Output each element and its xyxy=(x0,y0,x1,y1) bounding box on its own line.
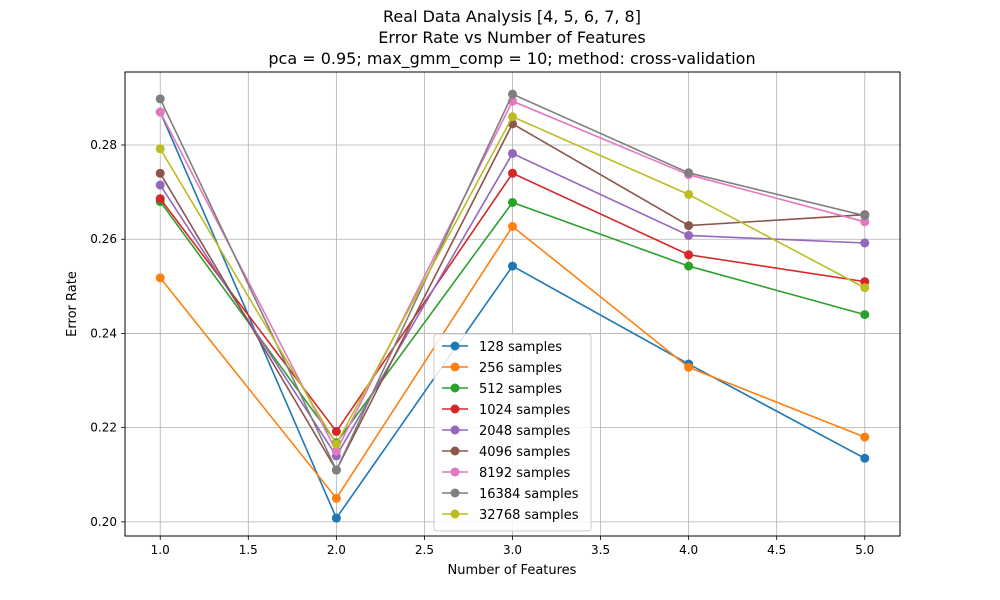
series-256-samples xyxy=(155,222,870,503)
legend-label: 4096 samples xyxy=(479,445,570,460)
chart-title-line-2: Error Rate vs Number of Features xyxy=(378,28,645,47)
legend-item: 16384 samples xyxy=(442,487,579,502)
chart-title: Real Data Analysis [4, 5, 6, 7, 8] Error… xyxy=(268,7,755,69)
plot-frame xyxy=(124,71,901,537)
legend-item: 4096 samples xyxy=(442,445,570,460)
x-tick-label: 4.5 xyxy=(767,543,786,557)
chart-title-line-1: Real Data Analysis [4, 5, 6, 7, 8] xyxy=(383,7,641,26)
legend-item: 512 samples xyxy=(442,382,562,397)
data-point xyxy=(508,148,517,158)
legend-item: 1024 samples xyxy=(442,403,570,418)
legend-label: 16384 samples xyxy=(479,487,579,502)
data-point xyxy=(155,107,165,117)
data-point xyxy=(684,189,694,199)
legend: 128 samples 256 samples 512 samples 1024 sa… xyxy=(433,333,592,532)
data-point xyxy=(860,283,870,293)
x-tick-label: 5.0 xyxy=(855,543,874,557)
legend-label: 32768 samples xyxy=(479,508,579,523)
legend-marker xyxy=(450,341,460,351)
legend-marker xyxy=(450,509,460,519)
data-point xyxy=(684,261,694,271)
x-tick-label: 3.5 xyxy=(591,543,610,557)
data-point xyxy=(155,180,165,190)
data-point xyxy=(155,94,165,104)
legend-marker xyxy=(450,446,460,456)
data-point xyxy=(684,250,694,260)
y-tick-label: 0.22 xyxy=(90,421,117,435)
x-axis-ticks: 1.0 1.5 2.0 2.5 3.0 3.5 4.0 4.5 5.0 xyxy=(151,536,874,557)
data-point xyxy=(860,453,870,463)
x-tick-label: 1.5 xyxy=(239,543,258,557)
series-2048-samples xyxy=(155,148,870,461)
data-point xyxy=(331,446,341,456)
legend-marker xyxy=(450,467,460,477)
legend-label: 128 samples xyxy=(479,340,562,355)
data-point xyxy=(508,261,517,271)
legend-item: 32768 samples xyxy=(442,508,579,523)
y-tick-label: 0.20 xyxy=(90,515,117,529)
data-point xyxy=(508,112,517,122)
legend-item: 256 samples xyxy=(442,361,562,376)
data-point xyxy=(684,221,694,231)
data-point xyxy=(508,222,517,232)
data-point xyxy=(155,273,165,283)
legend-label: 2048 samples xyxy=(479,424,570,439)
legend-item: 2048 samples xyxy=(442,424,570,439)
x-tick-label: 2.5 xyxy=(415,543,434,557)
data-point xyxy=(155,168,165,178)
x-axis-label: Number of Features xyxy=(448,563,577,578)
data-point xyxy=(331,426,341,436)
legend-marker xyxy=(450,362,460,372)
y-tick-label: 0.24 xyxy=(90,326,117,340)
x-tick-label: 3.0 xyxy=(503,543,522,557)
data-point xyxy=(508,168,517,178)
legend-label: 256 samples xyxy=(479,361,562,376)
data-point xyxy=(508,197,517,207)
legend-item: 8192 samples xyxy=(442,466,570,481)
y-axis-ticks: 0.20 0.22 0.24 0.26 0.28 xyxy=(90,138,125,529)
legend-marker xyxy=(450,404,460,414)
data-series xyxy=(155,89,870,523)
data-point xyxy=(331,493,341,503)
legend-marker xyxy=(450,425,460,435)
data-point xyxy=(684,362,694,372)
x-tick-label: 1.0 xyxy=(151,543,170,557)
data-point xyxy=(860,432,870,442)
data-point xyxy=(684,230,694,240)
x-tick-label: 4.0 xyxy=(679,543,698,557)
legend-label: 512 samples xyxy=(479,382,562,397)
data-point xyxy=(155,194,165,204)
y-axis-label: Error Rate xyxy=(65,271,80,337)
y-tick-label: 0.26 xyxy=(90,232,117,246)
data-point xyxy=(331,465,341,475)
x-tick-label: 2.0 xyxy=(327,543,346,557)
data-point xyxy=(860,238,870,248)
data-point xyxy=(155,144,165,154)
legend-label: 1024 samples xyxy=(479,403,570,418)
data-point xyxy=(860,310,870,320)
chart-title-line-3: pca = 0.95; max_gmm_comp = 10; method: c… xyxy=(268,49,755,69)
series-32768-samples xyxy=(155,112,870,449)
data-point xyxy=(860,211,870,221)
legend-marker xyxy=(450,488,460,498)
data-point xyxy=(684,168,694,178)
legend-marker xyxy=(450,383,460,393)
y-tick-label: 0.28 xyxy=(90,138,117,152)
legend-item: 128 samples xyxy=(442,340,562,355)
data-point xyxy=(508,89,517,99)
data-point xyxy=(331,513,341,523)
legend-box xyxy=(433,333,592,532)
data-point xyxy=(331,439,341,449)
legend-label: 8192 samples xyxy=(479,466,570,481)
